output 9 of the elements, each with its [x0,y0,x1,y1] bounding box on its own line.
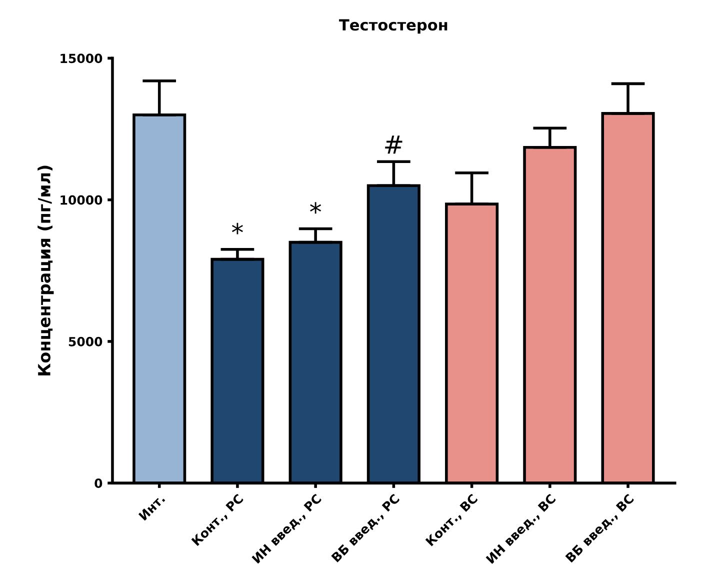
annotation: # [385,136,402,154]
y-tick-label: 10000 [60,195,102,205]
annotation: * [310,202,322,214]
y-axis-title: Концентрация (пг/мл) [38,166,54,376]
y-tick-label: 5000 [68,336,102,346]
chart-title: Тестостерон [339,19,448,34]
y-tick-label: 15000 [60,54,102,64]
y-tick-label: 0 [94,478,102,488]
annotation: * [232,222,243,234]
